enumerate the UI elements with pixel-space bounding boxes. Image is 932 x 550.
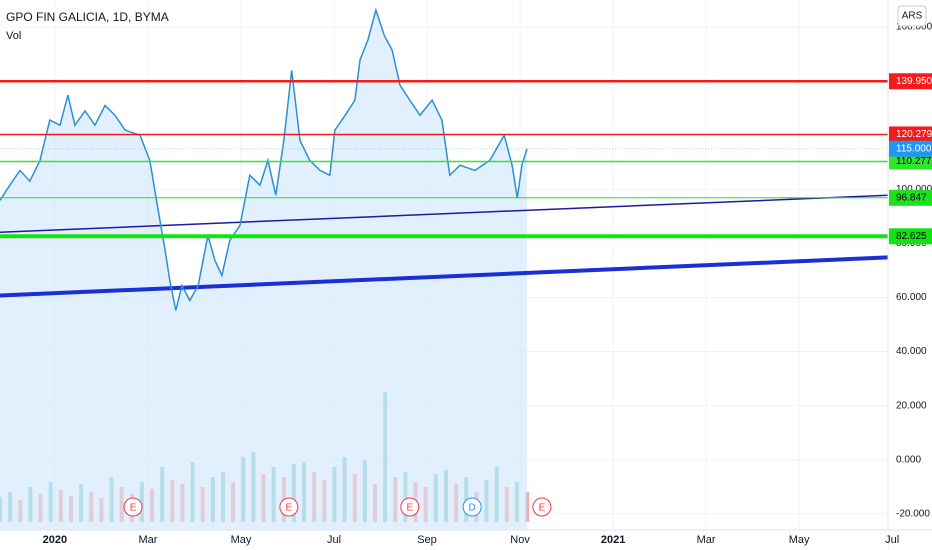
x-tick-label: Jul [327, 534, 341, 546]
level-label-box [889, 228, 932, 245]
currency-button[interactable] [897, 5, 927, 27]
currency-label[interactable]: ARS [902, 11, 923, 22]
event-marker [279, 497, 299, 517]
x-tick-label: May [789, 534, 810, 546]
event-marker [462, 497, 482, 517]
level-label-box [889, 126, 932, 143]
price-line [0, 7, 528, 311]
volume-bar [525, 492, 530, 522]
event-marker [400, 497, 420, 517]
y-tick-label: 40.000 [896, 346, 927, 357]
trendline [0, 255, 889, 298]
x-tick-label: Mar [697, 534, 716, 546]
event-label: E [286, 503, 293, 514]
chart-subtitle: Vol [6, 30, 21, 42]
level-label: 96.847 [896, 192, 927, 203]
event-marker [532, 497, 552, 517]
x-tick-label: May [231, 534, 252, 546]
chart-title: GPO FIN GALICIA, 1D, BYMA [6, 10, 169, 24]
level-label-box [889, 189, 932, 206]
event-label: D [469, 503, 476, 514]
x-tick-label: Sep [417, 534, 437, 546]
x-tick-label: Nov [510, 534, 530, 546]
last-price-label: 115.000 [896, 143, 932, 154]
area-fill [0, 10, 528, 530]
time-axis [0, 530, 888, 550]
y-tick-label: 0.000 [896, 454, 921, 465]
x-tick-label: Mar [138, 534, 157, 546]
level-label: 82.625 [896, 231, 927, 242]
last-price-box [889, 140, 932, 157]
level-label-box [889, 73, 932, 90]
y-tick-label: 60.000 [896, 292, 927, 303]
y-tick-label: 20.000 [896, 400, 927, 411]
x-tick-label: 2021 [601, 534, 625, 546]
level-label: 139.950 [896, 76, 932, 87]
y-tick-label: -20.000 [896, 508, 930, 519]
y-tick-label: 160.000 [896, 22, 932, 33]
level-label-box [889, 153, 932, 170]
event-label: E [539, 503, 546, 514]
x-tick-label: 2020 [43, 534, 67, 546]
event-label: E [406, 503, 413, 514]
level-label: 110.277 [896, 156, 932, 167]
y-tick-label: 100.000 [896, 184, 932, 195]
price-axis [888, 0, 932, 550]
axis-layer: 160.000100.00080.00060.00040.00020.0000.… [43, 22, 932, 546]
x-tick-label: Jul [885, 534, 899, 546]
level-label: 120.279 [896, 129, 932, 140]
trendline [0, 194, 889, 234]
event-marker [123, 497, 143, 517]
event-label: E [130, 503, 137, 514]
